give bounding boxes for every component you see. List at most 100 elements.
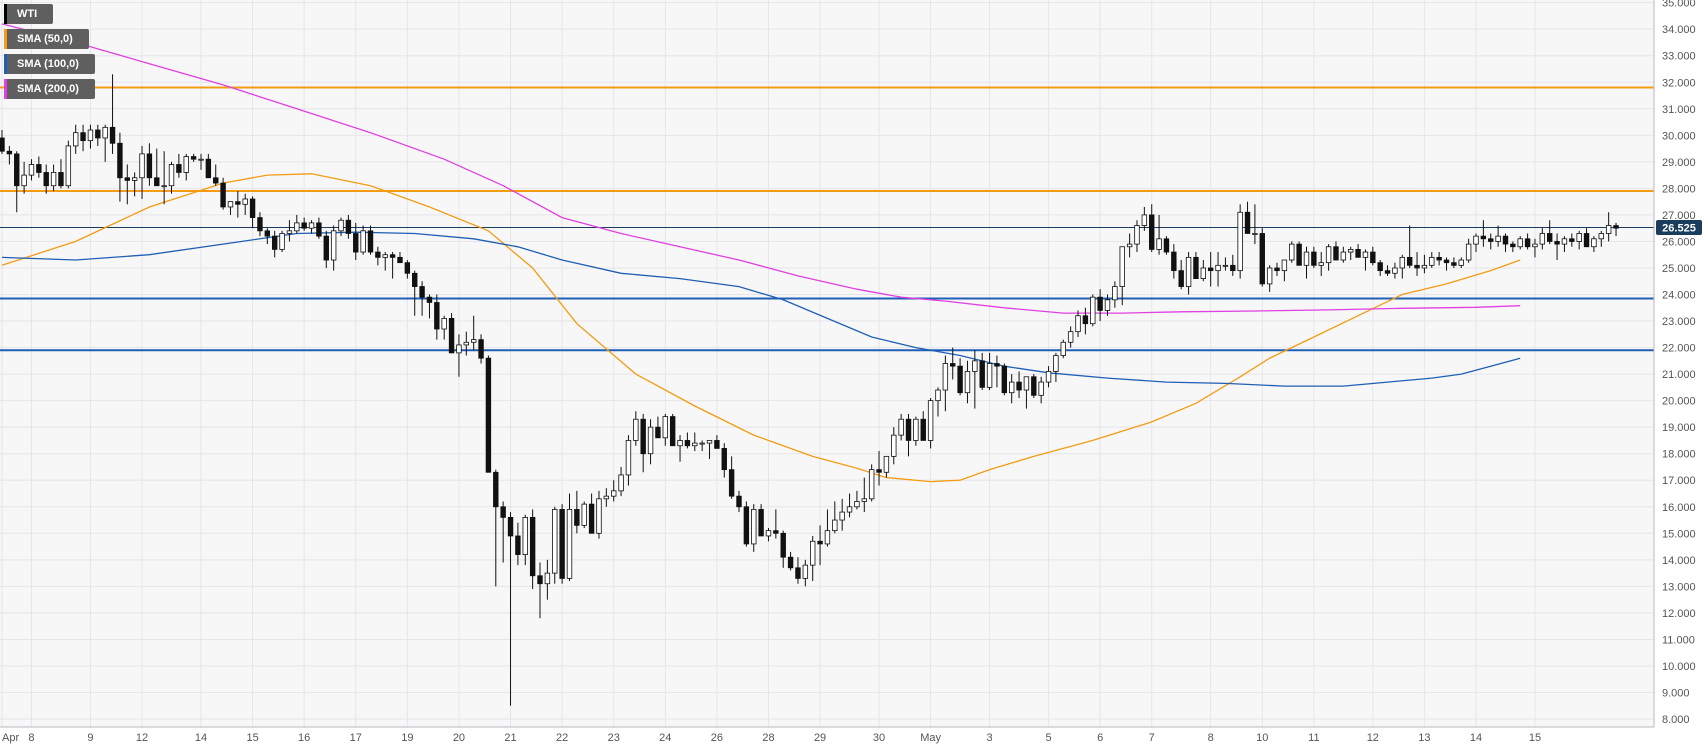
- candle-body: [1436, 256, 1442, 261]
- candle-body: [1421, 264, 1428, 269]
- candle-body: [596, 498, 602, 534]
- y-tick-label: 16.000: [1662, 502, 1696, 514]
- y-tick-label: 26.000: [1662, 236, 1696, 248]
- candle-body: [183, 156, 189, 173]
- candle-body: [559, 509, 565, 579]
- candle-body: [375, 251, 381, 258]
- candle-body: [323, 235, 329, 261]
- candle-body: [1465, 243, 1472, 261]
- legend-swatch: [4, 29, 7, 49]
- candle-body: [839, 511, 845, 521]
- candle-body: [810, 540, 816, 566]
- y-tick-label: 9.000: [1662, 688, 1690, 700]
- candle-body: [6, 150, 13, 155]
- candle-body: [117, 142, 123, 179]
- candle-body: [14, 153, 20, 187]
- candle-body: [1001, 365, 1008, 394]
- candle-body: [242, 198, 248, 205]
- x-tick-label: 8: [1208, 732, 1214, 744]
- candle-body: [927, 400, 934, 441]
- candle-body: [684, 440, 691, 447]
- candle-body: [633, 418, 639, 441]
- candle-body: [1583, 233, 1590, 248]
- candle-body: [1377, 262, 1383, 272]
- x-tick-label: 19: [401, 732, 413, 744]
- y-tick-label: 27.000: [1662, 210, 1696, 222]
- candle-body: [1362, 251, 1369, 258]
- candle-body: [515, 535, 521, 555]
- candle-body: [308, 222, 315, 229]
- candle-body: [146, 153, 153, 179]
- candle-body: [522, 516, 528, 555]
- candle-body: [625, 440, 632, 476]
- x-tick-label: 8: [28, 732, 34, 744]
- x-tick-label: 29: [814, 732, 826, 744]
- horizontal-levels: [0, 86, 1654, 352]
- candle-body: [80, 132, 86, 142]
- candle-body: [846, 506, 853, 513]
- candle-body: [891, 434, 897, 457]
- candle-body: [1163, 238, 1170, 253]
- candle-body: [618, 474, 624, 492]
- candle-body: [404, 262, 411, 274]
- candle-body: [43, 172, 49, 187]
- y-tick-label: 13.000: [1662, 581, 1696, 593]
- candle-body: [1576, 233, 1582, 242]
- legend-item-sma50[interactable]: SMA (50,0): [4, 29, 89, 49]
- candle-body: [1333, 246, 1339, 261]
- x-tick-label: 11: [1308, 732, 1319, 744]
- legend-swatch: [4, 54, 7, 74]
- candle-body: [1016, 381, 1022, 391]
- candle-body: [286, 230, 293, 234]
- x-tick-label: 30: [873, 732, 885, 744]
- legend-item-wti[interactable]: WTI: [4, 4, 54, 24]
- x-tick-label: 16: [298, 732, 310, 744]
- legend-item-sma100[interactable]: SMA (100,0): [4, 54, 95, 74]
- plot-background: [0, 0, 1654, 727]
- candle-body: [426, 296, 433, 303]
- y-tick-label: 32.000: [1662, 77, 1696, 89]
- candle-body: [1370, 251, 1376, 264]
- y-tick-label: 19.000: [1662, 422, 1696, 434]
- candle-body: [773, 530, 779, 534]
- candle-body: [257, 217, 263, 232]
- candle-body: [1149, 214, 1155, 250]
- candle-body: [699, 442, 705, 445]
- candle-body: [507, 516, 514, 537]
- y-tick-label: 22.000: [1662, 343, 1696, 355]
- legend-item-sma200[interactable]: SMA (200,0): [4, 79, 95, 99]
- x-tick-label: Apr: [2, 732, 19, 744]
- y-tick-label: 15.000: [1662, 528, 1696, 540]
- candle-body: [271, 235, 278, 250]
- candle-body: [345, 219, 352, 234]
- candle-body: [1215, 264, 1221, 272]
- candle-body: [1414, 264, 1420, 269]
- candle-body: [1443, 259, 1450, 264]
- candle-body: [1053, 355, 1059, 372]
- candle-body: [1384, 270, 1391, 274]
- candle-body: [220, 182, 226, 208]
- candle-body: [1502, 235, 1509, 245]
- candle-body: [1023, 376, 1030, 391]
- candle-body: [139, 153, 145, 179]
- candle-body: [235, 201, 241, 205]
- candle-body: [249, 198, 256, 218]
- candle-body: [65, 145, 72, 187]
- candle-body: [655, 426, 661, 439]
- candle-body: [1031, 376, 1037, 396]
- candle-body: [1171, 251, 1177, 272]
- candle-body: [588, 503, 595, 534]
- candle-body: [213, 177, 219, 184]
- candle-body: [1517, 238, 1523, 248]
- candle-body: [1289, 243, 1295, 261]
- candle-body: [964, 371, 971, 394]
- candle-body: [765, 530, 772, 537]
- y-tick-label: 20.000: [1662, 396, 1696, 408]
- candle-body: [1348, 249, 1354, 253]
- candle-body: [979, 360, 985, 388]
- candle-body: [1613, 225, 1619, 229]
- candle-body: [50, 172, 57, 187]
- candle-body: [935, 389, 941, 402]
- candle-body: [787, 556, 794, 569]
